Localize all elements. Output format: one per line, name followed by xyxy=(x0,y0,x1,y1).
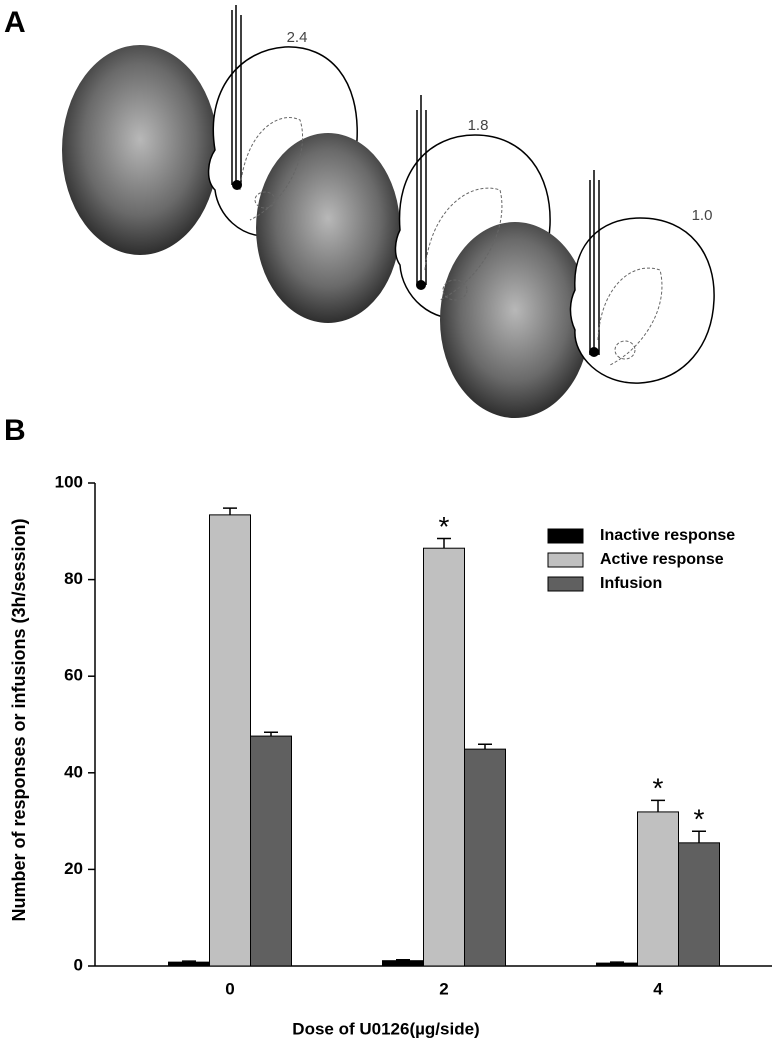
error-bar xyxy=(223,507,237,515)
atlas-detail xyxy=(239,117,663,366)
bar xyxy=(637,811,679,967)
legend-swatch xyxy=(547,552,584,568)
error-bar xyxy=(478,743,492,750)
panel-label: A xyxy=(4,6,26,39)
bar xyxy=(250,735,292,967)
bar xyxy=(382,960,424,967)
brain-slice xyxy=(62,45,218,255)
y-tick-label: 40 xyxy=(64,762,83,781)
y-tick-label: 0 xyxy=(74,955,83,974)
bar xyxy=(464,748,506,967)
panel-label: B xyxy=(4,414,26,447)
legend-label: Inactive response xyxy=(600,527,735,544)
bar xyxy=(209,514,251,967)
bar xyxy=(168,961,210,967)
legend-swatch xyxy=(547,528,584,544)
error-bar xyxy=(651,799,665,812)
error-bar xyxy=(437,537,451,549)
panel-b: B Number of responses or infusions (3h/s… xyxy=(4,414,772,1038)
atlas-outline xyxy=(569,217,715,384)
y-tick-label: 60 xyxy=(64,666,83,685)
bar xyxy=(596,962,638,967)
significance-marker: * xyxy=(694,804,705,835)
x-tick-label: 2 xyxy=(439,979,448,998)
panel-a: A 2.4 1.8 1.0 xyxy=(4,5,715,418)
legend-label: Infusion xyxy=(600,575,662,592)
y-tick-label: 100 xyxy=(55,472,83,491)
section-label: 1.8 xyxy=(468,117,489,134)
y-tick-label: 20 xyxy=(64,859,83,878)
y-tick-label: 80 xyxy=(64,569,83,588)
significance-marker: * xyxy=(653,773,664,804)
legend-label: Active response xyxy=(600,551,724,568)
error-bar xyxy=(692,830,706,843)
error-bar xyxy=(182,960,196,963)
error-bar xyxy=(396,958,410,961)
x-axis-title: Dose of U0126(µg/side) xyxy=(292,1019,479,1038)
error-bar xyxy=(610,961,624,964)
error-bar xyxy=(264,731,278,737)
bar xyxy=(423,547,465,967)
x-tick-label: 4 xyxy=(653,979,663,998)
x-tick-label: 0 xyxy=(225,979,234,998)
y-axis-title: Number of responses or infusions (3h/ses… xyxy=(9,518,29,921)
brain-slice xyxy=(256,133,400,323)
bar xyxy=(678,842,720,967)
brain-slice xyxy=(440,222,590,418)
section-label: 1.0 xyxy=(692,207,713,224)
significance-marker: * xyxy=(439,511,450,542)
section-label: 2.4 xyxy=(287,29,308,46)
legend-swatch xyxy=(547,576,584,592)
cannulae xyxy=(231,5,600,355)
infusion-sites xyxy=(232,180,599,357)
